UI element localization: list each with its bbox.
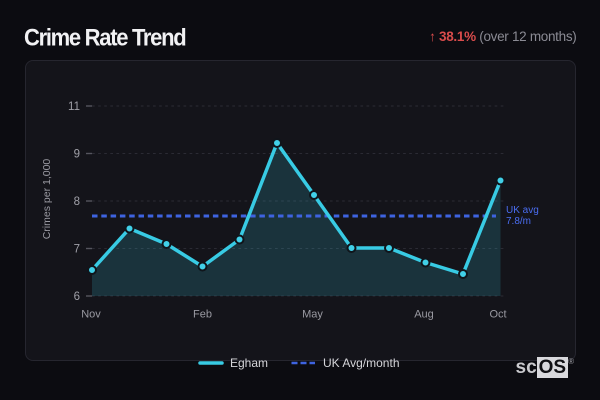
svg-text:Egham: Egham — [230, 356, 268, 370]
svg-text:7.8/m: 7.8/m — [506, 216, 531, 227]
svg-text:Crimes per 1,000: Crimes per 1,000 — [41, 159, 53, 240]
svg-text:8: 8 — [74, 196, 80, 208]
svg-text:Nov: Nov — [81, 309, 101, 321]
svg-text:Aug: Aug — [414, 309, 434, 321]
svg-text:9: 9 — [74, 149, 80, 161]
svg-text:May: May — [302, 309, 323, 321]
svg-text:Oct: Oct — [489, 309, 506, 321]
svg-text:UK avg: UK avg — [506, 205, 539, 216]
svg-text:Feb: Feb — [193, 309, 212, 321]
svg-text:UK Avg/month: UK Avg/month — [323, 356, 400, 370]
svg-text:7: 7 — [74, 244, 80, 256]
svg-text:11: 11 — [68, 101, 80, 113]
svg-text:6: 6 — [74, 291, 80, 303]
